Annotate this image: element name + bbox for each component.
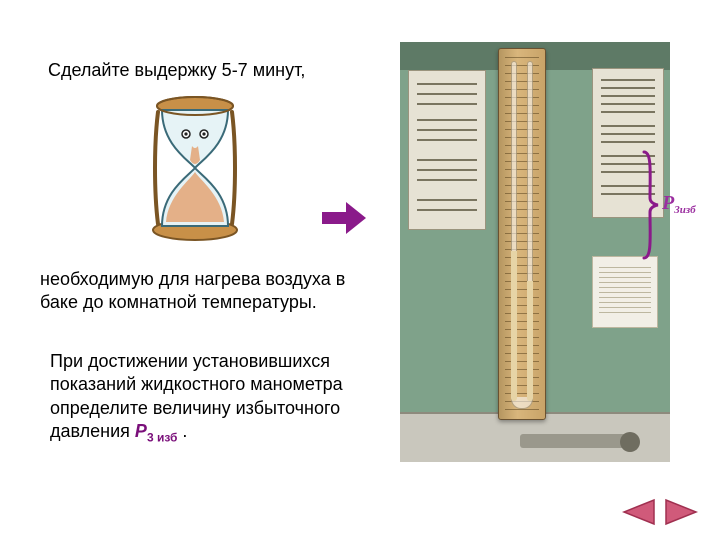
nav-next-button[interactable] (664, 498, 700, 526)
manometer-board (498, 48, 546, 420)
para3-text: При достижении установившихся показаний … (50, 351, 343, 441)
liquid-right (527, 281, 533, 401)
p3-subscript: 3 изб (147, 431, 177, 445)
instruction-paragraph-3: При достижении установившихся показаний … (50, 350, 370, 446)
hourglass-illustration (140, 94, 250, 242)
poster-left (408, 70, 486, 230)
curly-bracket-icon (640, 150, 660, 260)
knob (620, 432, 640, 452)
slide: Сделайте выдержку 5-7 минут, необходимую… (0, 0, 720, 540)
pipe (520, 434, 630, 448)
p3-bracket-label: P3изб (662, 192, 696, 216)
small-card (592, 256, 658, 328)
instruction-line-2: необходимую для нагрева воздуха в баке д… (40, 268, 360, 315)
bracket-P: P (662, 192, 674, 214)
arrow-right-icon (320, 200, 368, 236)
manometer-photo (400, 42, 670, 462)
p3-variable: P (135, 421, 147, 441)
liquid-left (511, 251, 517, 401)
nav-prev-button[interactable] (620, 498, 656, 526)
instruction-line-1: Сделайте выдержку 5-7 минут, (48, 60, 305, 81)
para3-tail: . (177, 421, 187, 441)
bracket-sub: 3изб (674, 204, 695, 216)
